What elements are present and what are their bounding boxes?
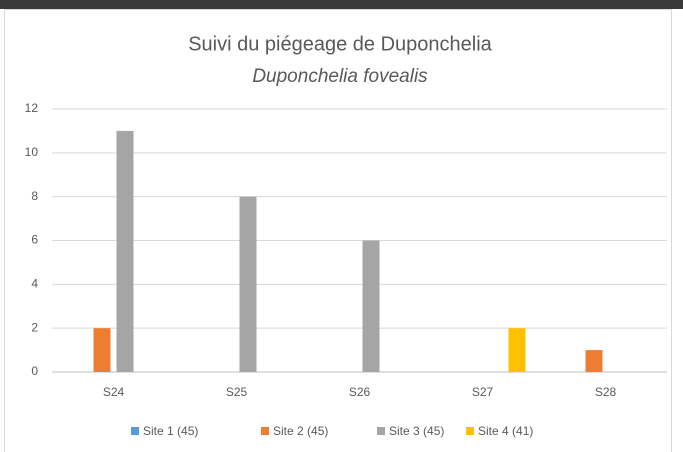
x-tick-label: S26 <box>349 385 371 399</box>
legend-label: Site 4 (41) <box>478 424 533 438</box>
bar <box>508 328 526 372</box>
x-tick-label: S28 <box>595 385 617 399</box>
chart-border <box>4 9 672 452</box>
top-bar <box>0 0 683 9</box>
y-tick-label: 12 <box>25 101 39 115</box>
legend-swatch <box>377 427 385 435</box>
legend-label: Site 1 (45) <box>143 424 198 438</box>
y-tick-label: 6 <box>31 233 38 247</box>
y-tick-label: 0 <box>31 364 38 378</box>
bar <box>116 130 134 372</box>
x-tick-label: S27 <box>472 385 494 399</box>
y-tick-label: 10 <box>25 145 39 159</box>
bar <box>585 350 603 372</box>
x-tick-label: S24 <box>103 385 125 399</box>
legend-label: Site 2 (45) <box>273 424 328 438</box>
y-tick-label: 4 <box>31 277 38 291</box>
chart-subtitle: Duponchelia fovealis <box>252 66 428 87</box>
bar <box>362 240 380 372</box>
legend-swatch <box>466 427 474 435</box>
y-tick-label: 2 <box>31 320 38 334</box>
x-tick-label: S25 <box>226 385 248 399</box>
y-tick-label: 8 <box>31 189 38 203</box>
bar <box>93 328 111 372</box>
chart-title: Suivi du piégeage de Duponchelia <box>188 33 492 55</box>
legend-label: Site 3 (45) <box>389 424 444 438</box>
bar <box>239 196 257 372</box>
legend-swatch <box>261 427 269 435</box>
legend-swatch <box>131 427 139 435</box>
